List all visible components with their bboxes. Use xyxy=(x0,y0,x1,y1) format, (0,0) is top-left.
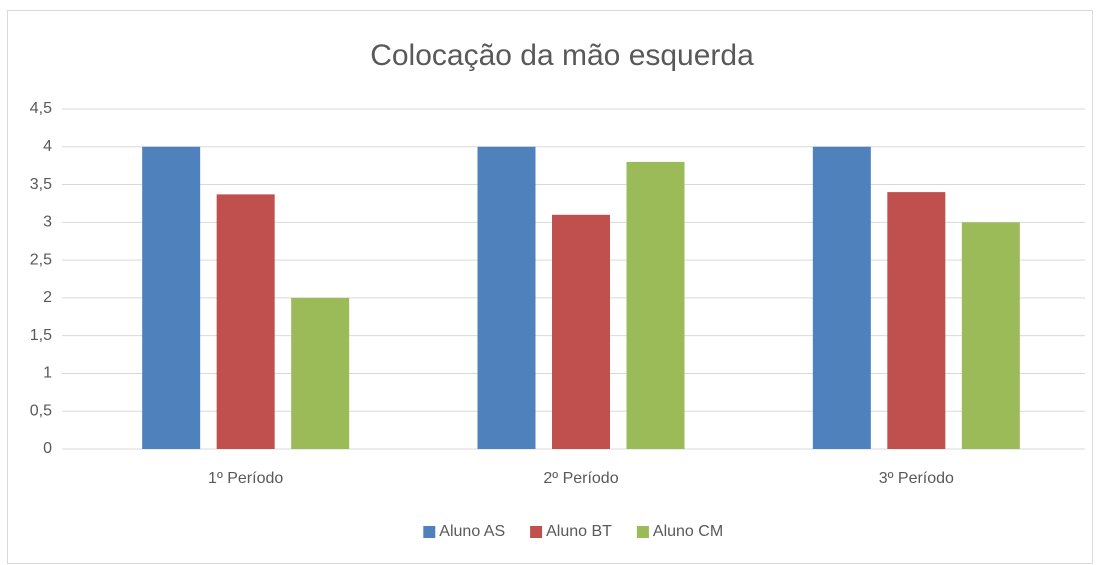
y-tick-label: 3 xyxy=(43,214,52,231)
bar xyxy=(291,297,350,449)
x-tick-label: 2º Período xyxy=(543,470,618,487)
bar xyxy=(477,146,536,449)
y-tick-label: 2 xyxy=(43,289,52,306)
chart-title: Colocação da mão esquerda xyxy=(370,39,754,72)
y-tick-label: 0,5 xyxy=(30,402,52,419)
bar xyxy=(552,214,610,449)
y-tick-label: 3,5 xyxy=(30,176,52,193)
x-tick-label: 3º Período xyxy=(879,470,954,487)
bar xyxy=(887,192,946,449)
bar xyxy=(812,146,871,449)
y-tick-label: 1,5 xyxy=(30,327,52,344)
bar xyxy=(142,146,201,449)
y-tick-label: 4,5 xyxy=(30,100,52,117)
x-tick-label: 1º Período xyxy=(208,470,283,487)
y-tick-label: 0 xyxy=(43,440,52,457)
legend-label: Aluno BT xyxy=(546,523,612,540)
legend-swatch xyxy=(636,526,649,538)
legend-swatch xyxy=(423,526,436,538)
y-tick-label: 4 xyxy=(43,138,52,155)
y-tick-label: 2,5 xyxy=(30,251,52,268)
bar xyxy=(626,161,685,449)
bar xyxy=(216,194,275,449)
legend-label: Aluno CM xyxy=(653,523,723,540)
bar xyxy=(961,222,1020,449)
legend-label: Aluno AS xyxy=(439,523,505,540)
y-tick-label: 1 xyxy=(43,365,52,382)
legend-swatch xyxy=(530,526,543,538)
